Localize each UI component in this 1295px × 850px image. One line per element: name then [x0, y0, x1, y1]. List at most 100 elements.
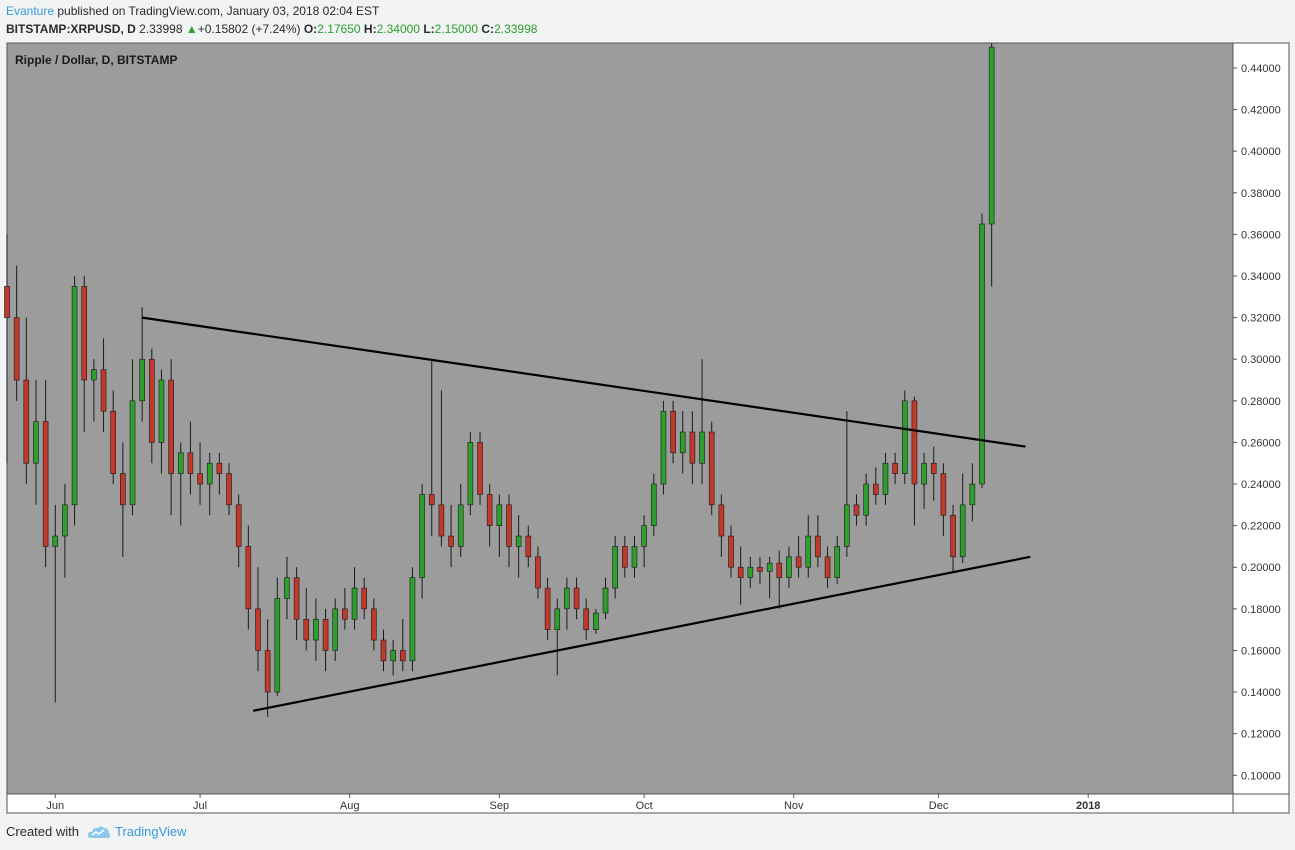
chart-title: Ripple / Dollar, D, BITSTAMP	[15, 53, 177, 67]
candle-body	[361, 587, 367, 610]
candle	[33, 380, 39, 505]
high-label: H:	[363, 22, 377, 36]
candle-body	[52, 535, 59, 547]
candle-body	[815, 535, 821, 558]
candle	[911, 396, 918, 526]
candle-body	[226, 473, 232, 506]
candle-body	[293, 577, 300, 620]
candle	[650, 473, 657, 537]
candle	[332, 598, 339, 661]
candle	[728, 525, 734, 578]
price-tick-label: 0.18000	[1241, 604, 1281, 616]
candle	[844, 411, 850, 557]
candle-body	[786, 556, 792, 578]
footer: Created with TradingView	[6, 824, 187, 839]
candle-body	[921, 462, 927, 485]
candle	[438, 390, 445, 547]
candle	[23, 317, 30, 485]
candle	[477, 432, 483, 505]
candle-body	[940, 473, 947, 516]
time-ticks: Jun Jul Aug Sep Oct Nov Dec 2018	[46, 794, 1100, 812]
candle	[486, 484, 493, 547]
price-tick-label: 0.22000	[1241, 521, 1281, 533]
candle-body	[650, 483, 657, 526]
price-tick-label: 0.26000	[1241, 437, 1281, 449]
candle	[496, 494, 503, 557]
candle-body	[100, 369, 107, 412]
candle	[274, 577, 281, 697]
tradingview-link[interactable]: TradingView	[114, 824, 187, 839]
candle	[679, 411, 686, 474]
candle-body	[158, 379, 165, 443]
candle	[593, 608, 599, 634]
candle-body	[901, 400, 908, 474]
candle-body	[129, 400, 136, 506]
candle	[988, 43, 995, 287]
candle	[293, 567, 300, 641]
candle	[602, 577, 609, 620]
candle-body	[911, 400, 918, 485]
trendlines-layer	[141, 316, 1031, 712]
candle-body	[679, 431, 686, 454]
candle	[342, 588, 348, 630]
candle-body	[399, 650, 406, 662]
candle-body	[515, 535, 522, 547]
time-axis[interactable]	[7, 794, 1233, 813]
candle-body	[409, 577, 416, 662]
candle-body	[13, 317, 20, 381]
candle	[187, 421, 194, 495]
candle	[110, 390, 116, 485]
price-tick-label: 0.38000	[1241, 188, 1281, 200]
candle-body	[448, 535, 454, 547]
candle	[4, 234, 10, 464]
candle-body	[988, 46, 995, 225]
candle	[979, 213, 985, 489]
candle-body	[467, 442, 474, 506]
candle	[390, 640, 396, 676]
price-chart[interactable]: 0.10000 0.12000 0.14000 0.16000 0.18000 0.200…	[0, 0, 1295, 820]
candle	[892, 452, 898, 485]
candle-body	[776, 562, 783, 578]
plot-area[interactable]	[7, 43, 1233, 794]
candle	[853, 494, 860, 526]
candle	[351, 567, 358, 630]
candle-body	[245, 546, 252, 610]
low-label: L:	[423, 22, 435, 36]
candle-body	[554, 608, 561, 630]
candle-body	[612, 546, 618, 589]
time-tick-label: Aug	[340, 800, 360, 812]
candle-body	[882, 462, 889, 495]
candle	[940, 463, 947, 537]
candle-body	[573, 587, 580, 610]
candle-body	[313, 618, 319, 641]
candle	[757, 556, 763, 584]
candle	[71, 275, 78, 526]
candle-body	[255, 608, 261, 651]
candle-body	[525, 535, 532, 558]
candle-body	[844, 504, 850, 547]
ohlc-legend: BITSTAMP:XRPUSD, D 2.33998 ▲+0.15802 (+7…	[6, 22, 537, 36]
candle-body	[544, 587, 551, 630]
candle	[969, 463, 976, 522]
price-tick-label: 0.30000	[1241, 354, 1281, 366]
candle	[399, 619, 406, 672]
candle	[815, 515, 821, 568]
candle	[255, 567, 261, 672]
candle	[959, 473, 966, 564]
candle	[660, 400, 667, 495]
candle-body	[824, 556, 831, 578]
candle-body	[4, 286, 10, 318]
trendline	[141, 316, 1026, 448]
author-link[interactable]: Evanture	[6, 4, 55, 18]
candle-body	[699, 431, 705, 464]
candle-body	[110, 410, 116, 474]
candle	[206, 452, 213, 516]
price-axis[interactable]	[1233, 43, 1289, 794]
time-tick-label: 2018	[1076, 800, 1100, 812]
candle	[303, 588, 310, 651]
price-tick-label: 0.12000	[1241, 729, 1281, 741]
candle-body	[805, 535, 812, 568]
candle-body	[477, 442, 483, 495]
candle	[515, 515, 522, 578]
candle-body	[950, 514, 956, 558]
